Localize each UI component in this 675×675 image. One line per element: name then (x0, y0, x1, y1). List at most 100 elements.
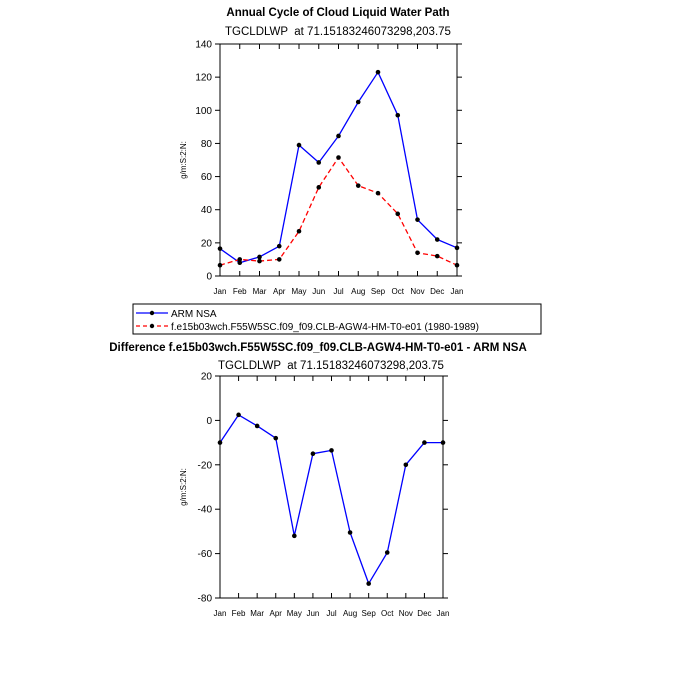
data-point (415, 217, 420, 222)
x-tick-label: May (291, 287, 306, 296)
legend-entry-arm: ARM NSA (136, 309, 217, 320)
panel-annual-cycle: Annual Cycle of Cloud Liquid Water Path … (179, 7, 463, 296)
data-point (347, 530, 353, 535)
data-point (237, 257, 243, 262)
x-tick-label: Dec (430, 287, 444, 296)
y-tick-label: -60 (198, 549, 213, 560)
y-tick-label: -40 (198, 505, 213, 516)
x-tick-label: Jan (214, 287, 227, 296)
data-point (375, 190, 381, 196)
data-point (355, 183, 361, 188)
data-point (336, 133, 341, 139)
data-point (440, 440, 446, 445)
x-tick-label: Sep (371, 287, 386, 296)
plot-frame (219, 43, 458, 277)
data-point (329, 448, 334, 453)
x-tick-label: Jul (326, 609, 336, 618)
data-point (276, 243, 282, 249)
x-tick-label: Nov (410, 287, 424, 296)
x-tick-label: Sep (362, 609, 377, 618)
data-point (434, 237, 440, 242)
x-tick-label: Mar (253, 287, 267, 296)
y-tick-label: 20 (201, 238, 213, 249)
x-tick-label: Feb (233, 287, 247, 296)
data-point (316, 160, 322, 165)
x-tick-label: Nov (399, 609, 413, 618)
data-point (273, 435, 279, 441)
data-point (296, 142, 302, 148)
y-tick-label: 0 (206, 272, 212, 283)
series-line-1 (219, 156, 458, 266)
x-tick-label: Feb (232, 609, 246, 618)
x-tick-label: Jun (306, 609, 319, 618)
plot-area: -80 -60 -40 -20 0 20 Jan Feb Mar Apr May Jun Jul Aug S… (198, 372, 450, 619)
y-axis-label: g/m:S:2:N: (179, 468, 188, 506)
y-tick-label: 140 (195, 40, 212, 51)
y-tick-label: 120 (195, 73, 212, 84)
x-tick-label: Oct (392, 287, 405, 296)
y-tick-label: -80 (198, 594, 213, 605)
chart-subtitle: TGCLDLWP at 71.15183246073298,203.75 (225, 26, 451, 38)
x-tick-label: Jan (451, 287, 464, 296)
chart-subtitle: TGCLDLWP at 71.15183246073298,203.75 (218, 360, 444, 372)
y-tick-label: 100 (195, 106, 212, 117)
data-point (316, 185, 322, 190)
legend: ARM NSA f.e15b03wch.F55W5SC.f09_f09.CLB-… (132, 303, 542, 335)
series-line-0 (219, 414, 443, 585)
data-point (366, 581, 371, 586)
x-tick-label: Apr (273, 287, 286, 296)
y-tick-label: -20 (198, 460, 213, 471)
data-point (454, 262, 460, 268)
y-tick-label: 40 (201, 205, 213, 216)
y-tick-label: 60 (201, 172, 213, 183)
chart-title: Annual Cycle of Cloud Liquid Water Path (226, 7, 449, 19)
y-tick-label: 0 (206, 416, 212, 427)
data-point (375, 69, 381, 75)
chart-title: Difference f.e15b03wch.F55W5SC.f09_f09.C… (109, 342, 527, 354)
y-axis-label: g/m:S:2:N: (179, 141, 188, 179)
series-line-0 (219, 71, 458, 264)
data-point (236, 412, 241, 418)
y-tick-label: 20 (201, 372, 213, 383)
x-tick-label: Oct (381, 609, 394, 618)
x-tick-label: Jul (333, 287, 343, 296)
plot-area: 0 20 40 60 80 100 120 140 Jan Feb Mar Apr May Jun Jul A… (195, 40, 463, 297)
x-tick-label: Aug (351, 287, 365, 296)
data-point (355, 99, 361, 105)
x-tick-label: Apr (270, 609, 283, 618)
data-point (292, 533, 297, 539)
x-tick-label: Jan (214, 609, 227, 618)
legend-entry-model: f.e15b03wch.F55W5SC.f09_f09.CLB-AGW4-HM-… (136, 322, 479, 333)
y-tick-label: 80 (201, 139, 213, 150)
data-point (403, 462, 409, 468)
data-point (217, 262, 223, 268)
data-point (237, 260, 243, 266)
data-point (415, 250, 420, 256)
data-point (254, 423, 260, 429)
legend-label-model: f.e15b03wch.F55W5SC.f09_f09.CLB-AGW4-HM-… (171, 322, 479, 333)
x-tick-label: Jun (312, 287, 325, 296)
legend-marker-model (149, 323, 155, 329)
plot-frame (219, 375, 444, 599)
x-tick-label: Jan (437, 609, 450, 618)
x-tick-label: Dec (417, 609, 431, 618)
data-point (422, 440, 427, 445)
data-point (296, 228, 302, 234)
x-tick-label: Aug (343, 609, 357, 618)
x-tick-label: May (287, 609, 302, 618)
data-point (434, 253, 440, 259)
legend-marker-arm (149, 310, 155, 316)
data-point (217, 246, 223, 251)
data-point (395, 112, 401, 118)
x-tick-label: Mar (250, 609, 264, 618)
legend-box (132, 303, 542, 335)
data-point (257, 258, 262, 264)
data-point (310, 451, 316, 457)
data-point (217, 440, 223, 445)
legend-label-arm: ARM NSA (171, 309, 217, 320)
data-point (395, 211, 401, 217)
data-point (384, 550, 390, 555)
data-point (454, 245, 460, 251)
data-point (257, 254, 262, 260)
